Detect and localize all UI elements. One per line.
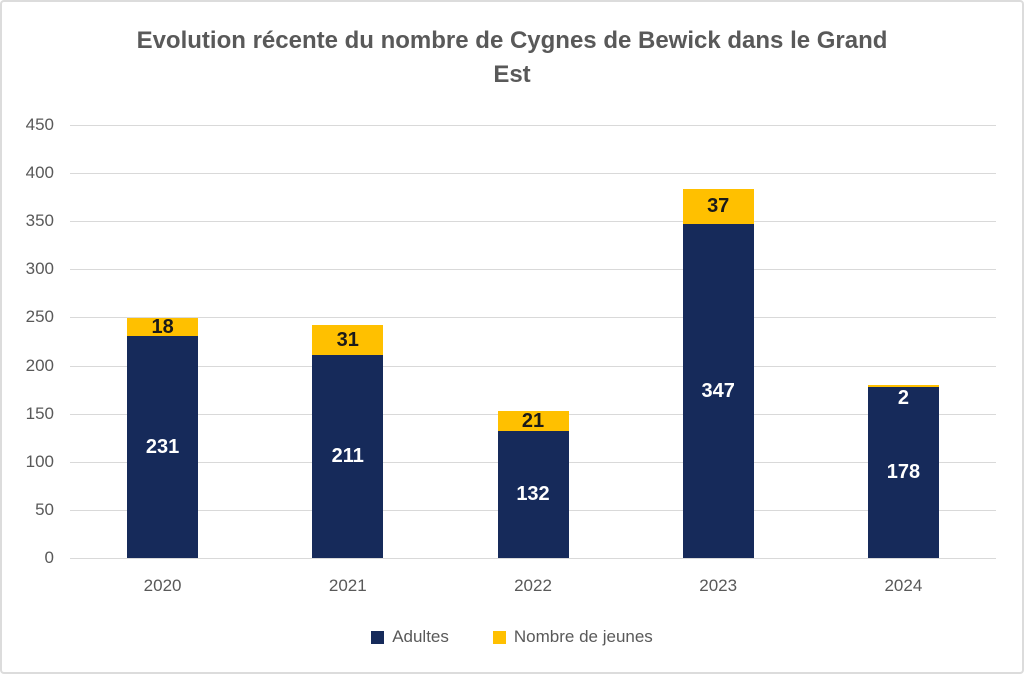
gridline-y-200 xyxy=(70,365,996,367)
gridline-y-350 xyxy=(70,221,996,223)
x-axis-label-2024: 2024 xyxy=(884,576,923,595)
value-label-jeunes-2022: 21 xyxy=(521,409,545,432)
y-axis-tick-label: 250 xyxy=(25,307,54,327)
gridline-y-400 xyxy=(70,173,996,175)
value-label-adultes-2020: 231 xyxy=(145,435,180,458)
x-axis-label-2020: 2020 xyxy=(143,576,182,595)
legend-swatch-jeunes xyxy=(492,630,506,644)
y-axis-tick-label: 350 xyxy=(25,211,54,231)
x-axis-label-2023: 2023 xyxy=(699,576,738,595)
bar-segment-adultes-2024 xyxy=(867,386,939,558)
x-axis-label-2021: 2021 xyxy=(328,576,367,595)
value-label-adultes-2022: 132 xyxy=(516,483,550,506)
value-label-jeunes-2020: 18 xyxy=(151,316,174,339)
bar-segment-adultes-2021 xyxy=(312,354,384,558)
gridline-y-0 xyxy=(70,558,996,559)
value-label-jeunes-2023: 37 xyxy=(707,195,730,218)
y-axis-tick-label: 450 xyxy=(25,115,54,134)
legend-label-jeunes: Nombre de jeunes xyxy=(513,627,653,646)
bar-segment-jeunes-2020 xyxy=(127,318,199,336)
value-label-adultes-2021: 211 xyxy=(331,445,364,468)
y-axis-tick-label: 100 xyxy=(25,451,54,471)
y-axis-tick-label: 50 xyxy=(35,499,54,519)
y-axis-tick-label: 0 xyxy=(44,548,54,567)
x-axis-label-2022: 2022 xyxy=(514,576,552,595)
y-axis-tick-label: 150 xyxy=(25,403,54,423)
chart-title-line1: Evolution récente du nombre de Cygnes de… xyxy=(136,27,888,54)
legend-item-adultes: Adultes xyxy=(371,627,449,647)
bar-segment-jeunes-2023 xyxy=(682,188,754,225)
legend-item-jeunes: Nombre de jeunes xyxy=(492,627,653,647)
bar-segment-jeunes-2024 xyxy=(867,384,939,387)
value-label-jeunes-2021: 31 xyxy=(336,329,359,352)
value-label-adultes-2024: 178 xyxy=(886,461,921,484)
gridline-y-450 xyxy=(70,125,996,126)
gridline-y-300 xyxy=(70,269,996,271)
legend: Adultes Nombre de jeunes xyxy=(0,627,1024,647)
value-label-jeunes-2024: 2 xyxy=(897,386,909,409)
bar-segment-adultes-2022 xyxy=(497,430,569,558)
chart-title: Evolution récente du nombre de Cygnes de… xyxy=(0,24,1024,92)
bar-segment-jeunes-2022 xyxy=(497,410,569,431)
y-axis-tick-label: 300 xyxy=(25,259,54,279)
legend-swatch-adultes xyxy=(371,630,385,644)
y-axis-tick-label: 400 xyxy=(25,163,54,183)
chart-title-line2: Est xyxy=(493,61,531,88)
bar-segment-adultes-2020 xyxy=(127,335,199,558)
y-axis-tick-label: 200 xyxy=(25,355,54,375)
bar-segment-jeunes-2021 xyxy=(312,325,384,355)
gridline-y-250 xyxy=(70,317,996,319)
value-label-adultes-2023: 347 xyxy=(701,380,735,403)
bar-segment-adultes-2023 xyxy=(682,224,754,558)
legend-label-adultes: Adultes xyxy=(392,627,449,646)
